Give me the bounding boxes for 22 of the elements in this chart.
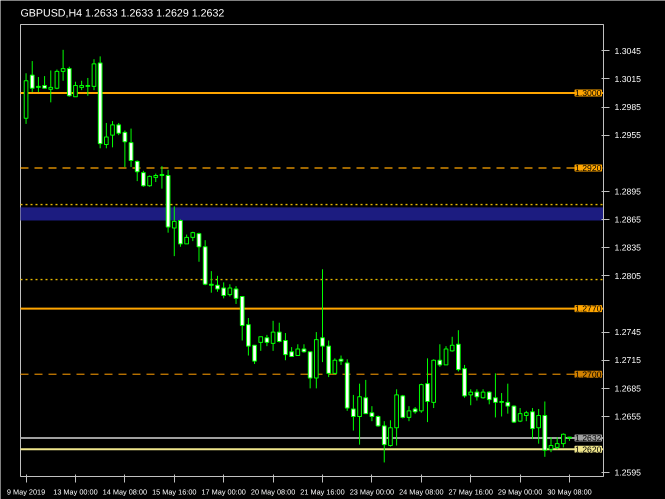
- y-tick-label: 1.2715: [614, 355, 642, 366]
- ref-line-label: 1.2770: [575, 304, 602, 314]
- y-tick-label: 1.2655: [614, 411, 642, 422]
- y-tick-label: 1.2745: [614, 327, 642, 338]
- ref-line-label: 1.2700: [575, 369, 602, 380]
- y-tick-label: 1.2865: [614, 214, 642, 225]
- y-tick-label: 1.2955: [614, 130, 642, 140]
- chart-title: GBPUSD,H4 1.2633 1.2633 1.2629 1.2632: [20, 8, 224, 20]
- candlestick: [134, 160, 140, 182]
- y-tick-label: 1.2835: [614, 242, 642, 253]
- y-tick-label: 1.2805: [614, 270, 642, 281]
- y-tick-label: 1.3015: [614, 74, 642, 84]
- y-tick-label: 1.2595: [614, 468, 642, 478]
- ref-line-label: 1.2620: [575, 444, 602, 454]
- ref-line-label: 1.2632: [575, 433, 602, 444]
- ref-line-label: 1.3000: [575, 88, 602, 98]
- y-tick-label: 1.2685: [614, 383, 642, 394]
- ref-line-label: 1.2920: [575, 162, 602, 173]
- candlestick: [128, 128, 134, 168]
- y-tick-label: 1.2895: [614, 186, 642, 196]
- y-tick-label: 1.3045: [614, 46, 642, 56]
- y-tick-label: 1.2985: [614, 102, 642, 112]
